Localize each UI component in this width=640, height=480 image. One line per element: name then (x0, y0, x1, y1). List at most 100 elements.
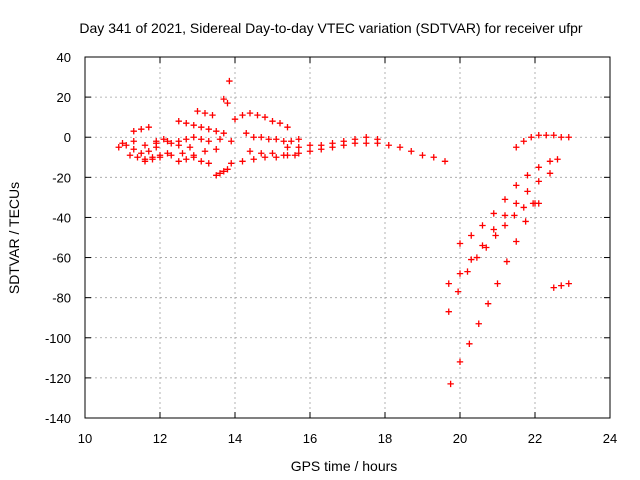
x-tick-label: 20 (453, 431, 467, 446)
data-point (291, 152, 299, 159)
data-point (201, 148, 209, 155)
data-point (445, 280, 452, 287)
y-tick-label: 40 (57, 50, 71, 65)
data-point (198, 158, 205, 165)
data-point (115, 144, 122, 151)
data-point (164, 138, 171, 145)
data-point (231, 115, 239, 123)
data-point (273, 136, 280, 143)
series-arc-n (243, 130, 302, 145)
data-point (363, 134, 370, 141)
data-point (456, 240, 464, 247)
data-point (288, 138, 295, 145)
y-axis-label: SDTVAR / TECUs (6, 182, 22, 294)
data-point (276, 119, 284, 127)
x-axis-ticks: 10 12 14 16 18 20 22 24 (78, 57, 617, 446)
data-point (216, 170, 224, 177)
data-point (126, 152, 134, 159)
data-point (265, 136, 272, 143)
series-arc-e (141, 146, 220, 165)
data-point (254, 111, 261, 119)
data-point (484, 300, 492, 307)
data-point (183, 136, 190, 143)
data-point (226, 77, 233, 85)
data-point (190, 134, 197, 141)
data-point (479, 242, 486, 249)
data-point (535, 132, 542, 139)
data-point (149, 156, 156, 163)
data-point (175, 138, 182, 145)
series-arc-t (445, 170, 554, 287)
data-point (464, 268, 471, 275)
x-tick-label: 18 (378, 431, 392, 446)
x-tick-label: 24 (603, 431, 617, 446)
data-point (138, 150, 145, 157)
data-point (220, 95, 227, 103)
data-point (490, 226, 497, 233)
data-point (138, 126, 145, 133)
data-point (340, 138, 347, 145)
data-point (123, 142, 130, 149)
series-arc-m (231, 109, 291, 131)
data-point (130, 146, 137, 153)
data-point (522, 218, 529, 225)
data-point (565, 134, 572, 141)
data-point (141, 142, 149, 149)
data-point (250, 156, 257, 163)
data-point (306, 142, 314, 149)
data-point (441, 158, 449, 165)
data-point (524, 188, 531, 195)
y-tick-label: -60 (52, 251, 71, 266)
series-arc-q (284, 134, 381, 151)
data-point (558, 134, 565, 141)
data-point (216, 136, 224, 143)
y-tick-label: -120 (45, 371, 71, 386)
series-arc-f (153, 134, 235, 147)
data-point (190, 154, 197, 161)
data-point (501, 212, 509, 219)
data-point (419, 152, 426, 159)
data-point (145, 148, 152, 155)
data-point (239, 111, 246, 119)
series-arc-j (213, 166, 231, 179)
series-arc-a (115, 142, 160, 157)
data-point (228, 160, 235, 167)
data-point (295, 136, 302, 143)
data-point (186, 144, 194, 151)
data-point (513, 200, 520, 207)
data-point (153, 138, 160, 145)
data-point (363, 140, 370, 147)
data-point (520, 204, 527, 211)
data-point (454, 288, 462, 295)
data-point (374, 136, 381, 143)
data-point (284, 144, 291, 151)
data-point (528, 134, 535, 141)
y-axis-ticks: -140 -120 -100 -80 -60 -40 -20 0 20 40 (45, 50, 610, 426)
y-tick-label: -140 (45, 411, 71, 426)
data-point (295, 144, 302, 151)
data-point (447, 380, 454, 388)
data-point (130, 128, 137, 135)
data-point (243, 130, 250, 137)
data-point (483, 244, 490, 251)
series-arc-l (226, 77, 233, 85)
data-point (351, 136, 359, 143)
data-point (198, 123, 205, 131)
series-arc-h (175, 117, 227, 137)
data-point (473, 254, 481, 261)
data-point (145, 123, 152, 131)
x-tick-label: 14 (228, 431, 242, 446)
data-point (445, 308, 452, 315)
data-point (198, 136, 205, 143)
data-point (224, 99, 231, 107)
data-point (550, 132, 557, 139)
data-point (558, 282, 565, 289)
data-point (239, 158, 246, 165)
data-point (524, 172, 531, 179)
y-tick-label: 20 (57, 90, 71, 105)
data-point (134, 154, 141, 161)
data-point (511, 212, 518, 219)
series-arc-w (550, 280, 572, 291)
data-point (209, 111, 216, 119)
